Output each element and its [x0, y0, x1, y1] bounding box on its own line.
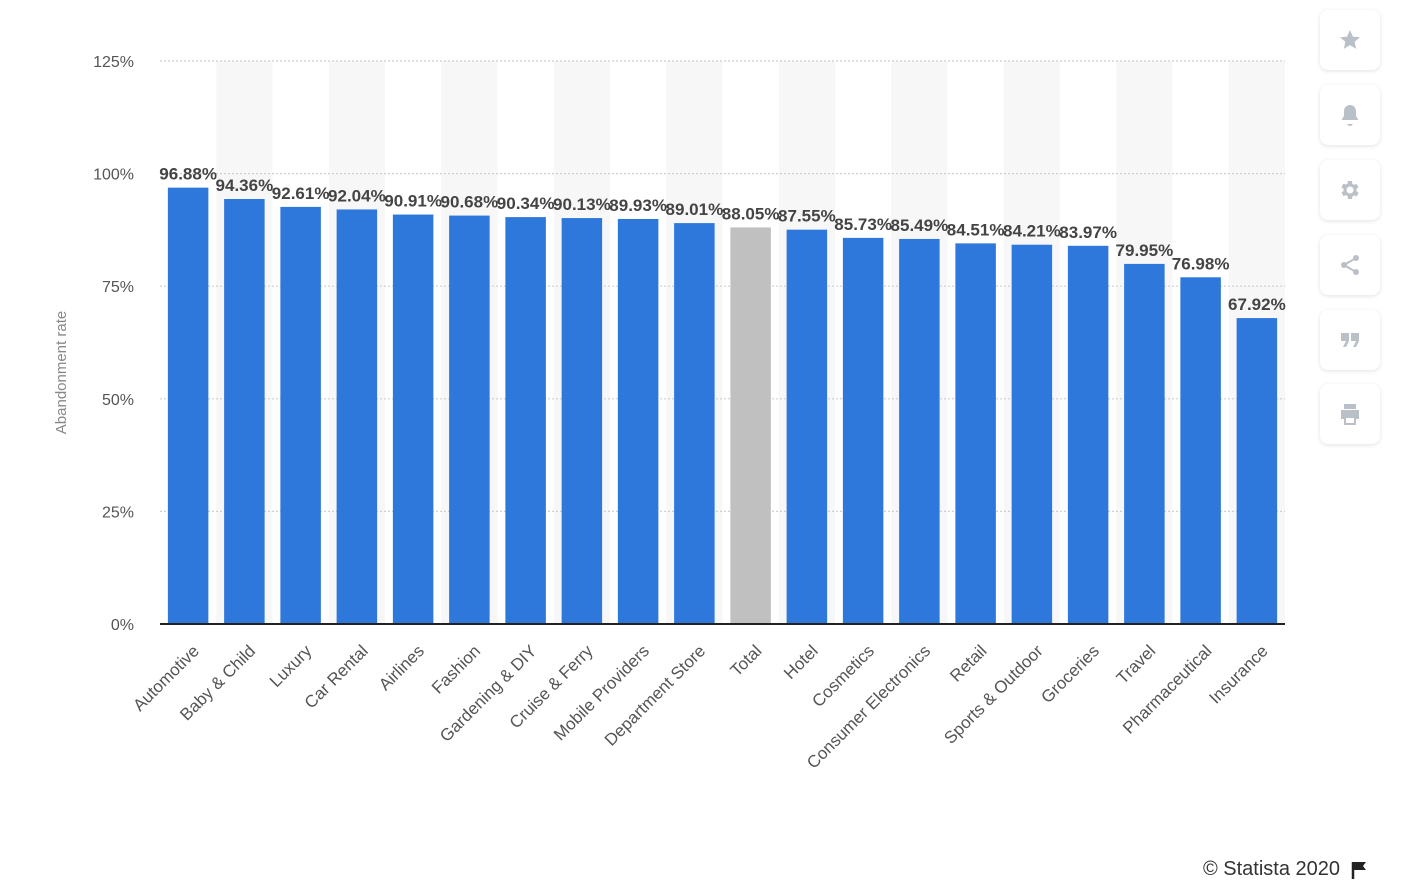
bar [392, 214, 434, 624]
bar [280, 206, 321, 624]
x-tick-label: Hotel [780, 641, 821, 682]
gear-icon [1341, 181, 1359, 199]
y-tick-label: 50% [102, 392, 134, 409]
x-tick-label: Mobile Providers [550, 641, 653, 744]
bar [899, 238, 940, 624]
data-label: 85.49% [891, 216, 949, 235]
x-tick-label: Sports & Outdoor [940, 641, 1047, 748]
cite-button[interactable] [1320, 310, 1380, 370]
data-label: 90.13% [553, 195, 611, 214]
y-tick-label: 125% [93, 54, 134, 71]
data-label: 96.88% [159, 165, 217, 184]
data-label: 76.98% [1172, 254, 1230, 273]
star-icon [1340, 30, 1360, 49]
bar [167, 187, 209, 625]
settings-button[interactable] [1320, 160, 1380, 220]
data-label: 92.61% [272, 184, 330, 203]
bar-chart: 0% 25% 50% 75% 100% 125% Abandonment rate 96.88… [53, 54, 1286, 772]
x-tick-label: Travel [1113, 641, 1159, 687]
data-label: 90.68% [441, 193, 499, 212]
data-label: 89.93% [609, 196, 667, 215]
x-tick-label: Fashion [428, 641, 484, 697]
favorite-button[interactable] [1320, 10, 1380, 70]
x-tick-label: Department Store [601, 641, 709, 749]
x-tick-label: Total [727, 641, 766, 680]
bar [786, 229, 828, 624]
data-label: 79.95% [1116, 241, 1174, 260]
data-label: 85.73% [834, 215, 892, 234]
bar [842, 237, 884, 625]
data-label: 90.91% [384, 192, 442, 211]
data-label: 92.04% [328, 186, 386, 205]
x-tick-label: Luxury [266, 641, 316, 691]
y-tick-label: 0% [111, 617, 134, 634]
bar [336, 209, 378, 624]
y-tick-label: 75% [102, 279, 134, 296]
bar [1236, 318, 1278, 624]
print-button[interactable] [1320, 384, 1380, 444]
data-label: 83.97% [1059, 223, 1117, 242]
bar [505, 217, 546, 624]
bar [1180, 277, 1221, 624]
data-label: 84.51% [947, 220, 1005, 239]
bar [730, 227, 771, 625]
bar [561, 218, 603, 624]
notification-button[interactable] [1320, 85, 1380, 145]
y-axis-title: Abandonment rate [53, 311, 70, 434]
quote-icon [1341, 333, 1359, 347]
print-icon [1341, 404, 1359, 425]
data-label: 84.21% [1003, 222, 1061, 241]
bar [224, 199, 265, 624]
data-label: 67.92% [1228, 295, 1286, 314]
data-label: 88.05% [722, 204, 780, 223]
bar [1124, 263, 1165, 624]
bar [955, 243, 996, 625]
share-icon [1341, 255, 1359, 275]
flag-icon[interactable] [1350, 860, 1370, 880]
x-tick-label: Insurance [1205, 641, 1271, 707]
footer-credit: © Statista 2020 [1203, 858, 1370, 881]
x-tick-label: Airlines [375, 641, 428, 694]
data-label: 87.55% [778, 207, 836, 226]
y-tick-label: 25% [102, 504, 134, 521]
data-label: 89.01% [666, 200, 724, 219]
share-button[interactable] [1320, 235, 1380, 295]
bar [617, 218, 659, 625]
y-tick-label: 100% [93, 167, 134, 184]
bell-icon [1342, 105, 1358, 126]
data-label: 90.34% [497, 194, 555, 213]
credit-text: © Statista 2020 [1202, 858, 1340, 880]
bar [449, 215, 490, 625]
data-label: 94.36% [216, 176, 274, 195]
x-tick-label: Retail [946, 641, 990, 685]
bar [1067, 245, 1109, 624]
bar [1011, 244, 1053, 625]
x-tick-label: Gardening & DIY [436, 641, 540, 745]
x-tick-label: Groceries [1037, 641, 1103, 707]
bar [674, 223, 715, 625]
